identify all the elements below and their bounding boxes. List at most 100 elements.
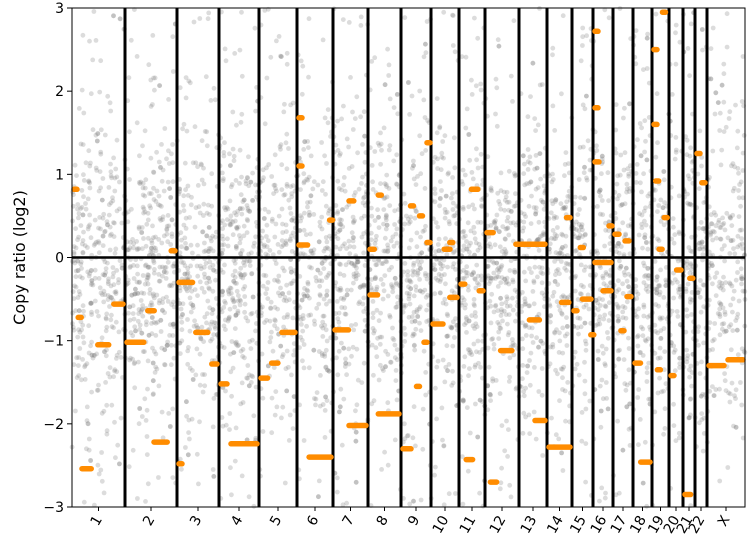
data-point xyxy=(599,485,605,491)
data-point xyxy=(489,188,494,194)
data-point xyxy=(510,307,516,313)
data-point xyxy=(443,301,449,307)
data-point xyxy=(249,250,254,256)
data-point xyxy=(419,250,425,256)
data-point xyxy=(390,289,396,295)
data-point xyxy=(417,288,423,294)
data-point xyxy=(146,62,152,68)
data-point xyxy=(687,270,693,276)
data-point xyxy=(170,179,176,185)
data-point xyxy=(504,199,510,205)
data-point xyxy=(351,219,356,224)
data-point xyxy=(383,364,388,370)
data-point xyxy=(523,414,528,420)
data-point xyxy=(92,217,98,223)
data-point xyxy=(184,128,190,134)
data-point xyxy=(415,314,421,319)
data-point xyxy=(269,174,275,179)
data-point xyxy=(722,258,727,264)
data-point xyxy=(389,284,395,289)
data-point xyxy=(108,283,114,289)
data-point xyxy=(709,221,714,227)
data-point xyxy=(734,327,740,333)
data-point xyxy=(99,197,105,203)
data-point xyxy=(250,374,256,380)
data-point xyxy=(578,58,584,64)
data-point xyxy=(170,34,176,40)
data-point xyxy=(599,153,605,159)
data-point xyxy=(336,319,342,325)
data-point xyxy=(603,363,608,368)
data-point xyxy=(374,307,380,313)
data-point xyxy=(99,410,105,416)
data-point xyxy=(472,206,477,212)
data-point xyxy=(335,286,341,292)
data-point xyxy=(228,213,234,219)
data-point xyxy=(572,234,578,240)
data-point xyxy=(128,264,133,269)
x-tick-label: 2 xyxy=(140,513,158,529)
data-point xyxy=(582,391,588,397)
data-point xyxy=(300,63,306,69)
data-point xyxy=(467,430,473,436)
data-point xyxy=(624,382,630,388)
data-point xyxy=(281,315,287,320)
data-point xyxy=(211,85,217,91)
data-point xyxy=(354,94,360,100)
y-tick-label: 2 xyxy=(55,84,64,100)
data-point xyxy=(154,149,160,155)
data-point xyxy=(423,271,428,276)
data-point xyxy=(394,397,400,403)
data-point xyxy=(91,9,97,14)
data-point xyxy=(245,206,251,211)
data-point xyxy=(504,294,510,300)
data-point xyxy=(346,166,352,171)
data-point xyxy=(83,201,88,206)
data-point xyxy=(689,297,695,303)
data-point xyxy=(550,201,556,207)
data-point xyxy=(598,408,604,414)
data-point xyxy=(351,244,357,250)
data-point xyxy=(391,158,397,164)
data-point xyxy=(133,291,139,297)
data-point xyxy=(503,312,509,317)
data-point xyxy=(339,442,345,448)
data-point xyxy=(274,38,279,44)
data-point xyxy=(582,378,588,384)
data-point xyxy=(654,290,660,296)
data-point xyxy=(615,244,620,249)
data-point xyxy=(689,202,695,208)
data-point xyxy=(575,325,580,331)
data-point xyxy=(699,244,705,250)
data-point xyxy=(736,188,741,193)
data-point xyxy=(149,245,154,251)
data-point xyxy=(316,349,322,354)
data-point xyxy=(474,146,479,152)
data-point xyxy=(105,293,111,298)
data-point xyxy=(98,290,104,296)
data-point xyxy=(385,248,391,254)
data-point xyxy=(86,323,92,329)
data-point xyxy=(620,304,626,309)
data-point xyxy=(525,167,531,172)
data-point xyxy=(508,209,514,214)
data-point xyxy=(381,207,387,213)
data-point xyxy=(511,18,517,24)
data-point xyxy=(227,306,233,312)
data-point xyxy=(618,152,624,158)
data-point xyxy=(494,267,500,273)
data-point xyxy=(605,406,611,412)
data-point xyxy=(488,275,494,281)
data-point xyxy=(370,299,376,304)
data-point xyxy=(597,314,603,319)
data-point xyxy=(603,490,608,496)
data-point xyxy=(207,259,213,265)
data-point xyxy=(560,245,565,250)
data-point xyxy=(334,475,340,481)
data-point xyxy=(739,281,744,287)
data-point xyxy=(539,280,545,286)
data-point xyxy=(311,179,317,185)
data-point xyxy=(300,251,306,257)
data-point xyxy=(499,263,505,268)
data-point xyxy=(369,205,374,211)
